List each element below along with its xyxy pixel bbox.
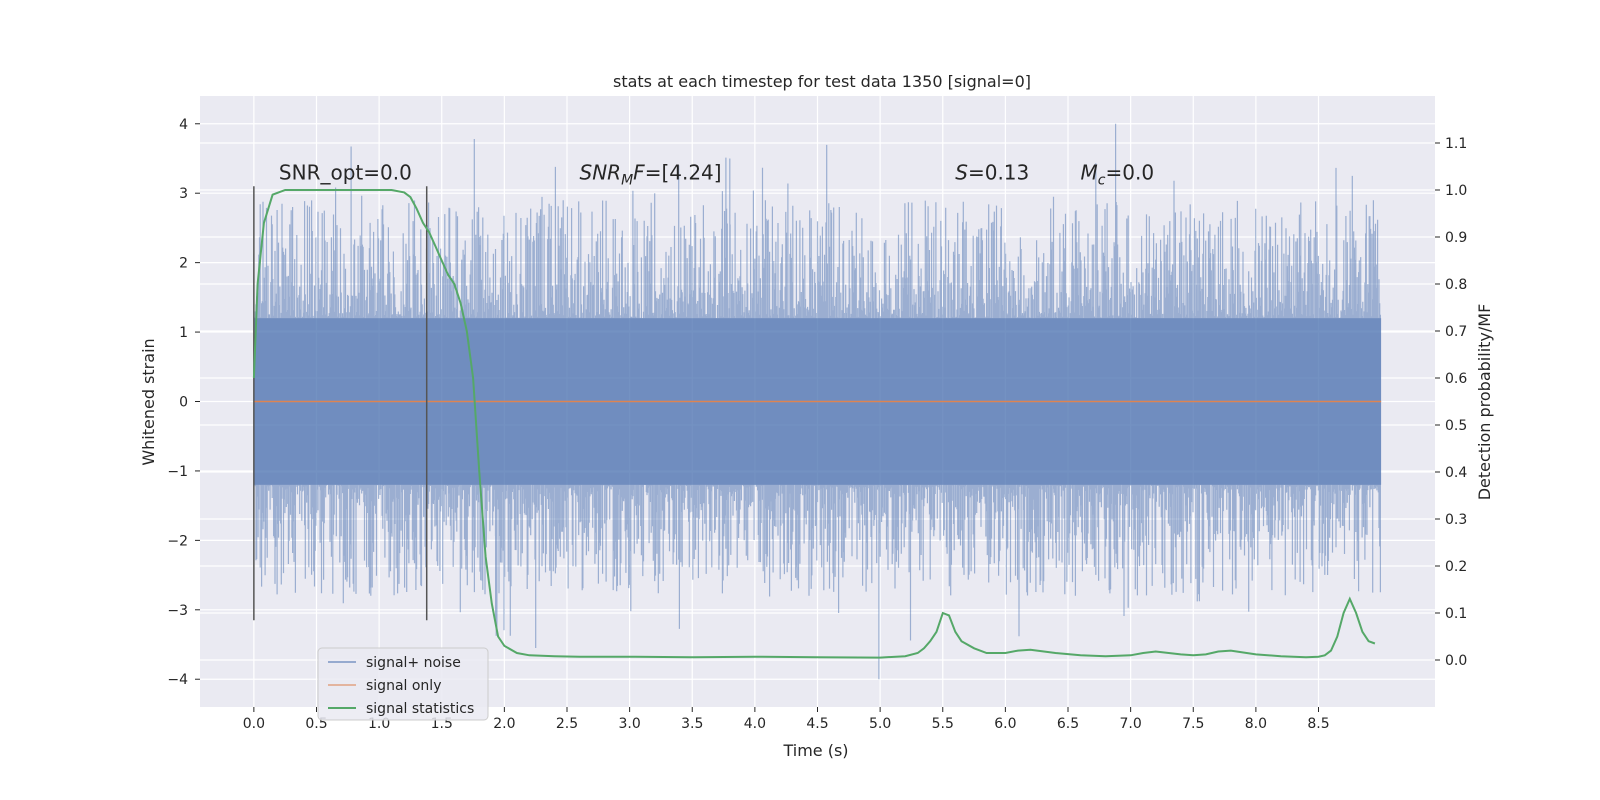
- y2-tick-label: 0.2: [1445, 559, 1467, 575]
- y2-tick-label: 0.8: [1445, 277, 1467, 293]
- y2-tick-label: 0.1: [1445, 606, 1467, 622]
- y2-tick-label: 1.1: [1445, 136, 1467, 152]
- y-tick-label: −1: [167, 464, 188, 480]
- x-tick-label: 8.0: [1245, 716, 1267, 732]
- y-tick-label: −2: [167, 533, 188, 549]
- y2-tick-label: 0.9: [1445, 230, 1467, 246]
- x-tick-label: 0.0: [243, 716, 265, 732]
- annotation-s: S=0.13: [955, 160, 1029, 184]
- event-marker-lines: [253, 186, 428, 621]
- y2-tick-label: 0.7: [1445, 324, 1467, 340]
- y2-tick-label: 0.5: [1445, 418, 1467, 434]
- x-tick-label: 5.0: [869, 716, 891, 732]
- x-tick-label: 6.0: [994, 716, 1016, 732]
- x-tick-label: 3.5: [681, 716, 703, 732]
- x-axis-label: Time (s): [782, 741, 848, 760]
- x-tick-label: 7.0: [1120, 716, 1142, 732]
- y2-tick-label: 1.0: [1445, 183, 1467, 199]
- annotation-snr_opt: SNR_opt=0.0: [279, 160, 412, 184]
- y2-tick-label: 0.6: [1445, 371, 1467, 387]
- y-tick-label: 3: [179, 186, 188, 202]
- x-tick-label: 6.5: [1057, 716, 1079, 732]
- legend-box: [317, 647, 489, 721]
- x-tick-label: 7.5: [1182, 716, 1204, 732]
- legend-label: signal+ noise: [366, 655, 461, 671]
- y-tick-label: 1: [179, 325, 188, 341]
- x-tick-label: 4.0: [744, 716, 766, 732]
- y-tick-label: 4: [179, 117, 188, 133]
- x-tick-label: 3.0: [618, 716, 640, 732]
- y-tick-label: 2: [179, 256, 188, 272]
- legend: signal+ noise signal only signal statistic…: [317, 647, 489, 721]
- signal-statistics-series: [252, 189, 1376, 659]
- y2-tick-label: 0.3: [1445, 512, 1467, 528]
- x-tick-label: 5.5: [932, 716, 954, 732]
- x-tick-label: 4.5: [806, 716, 828, 732]
- y2-tick-label: 0.0: [1445, 653, 1467, 669]
- y2-axis-label: Detection probability/MF: [1475, 304, 1494, 501]
- y-tick-label: 0: [179, 395, 188, 411]
- legend-label: signal only: [366, 678, 441, 694]
- x-tick-label: 8.5: [1307, 716, 1329, 732]
- y2-axis-ticks: 1.1 1.0 0.9 0.8 0.7 0.6 0.5 0.4 0.3 0.2 0.1 0.0: [1435, 136, 1467, 669]
- x-tick-label: 2.0: [493, 716, 515, 732]
- annotation-mc: Mc=0.0: [1081, 160, 1155, 188]
- y-tick-label: −3: [167, 603, 188, 619]
- legend-label: signal statistics: [366, 701, 474, 717]
- y-axis-label: Whitened strain: [139, 338, 158, 465]
- x-tick-label: 2.5: [556, 716, 578, 732]
- annotations: SNR_opt=0.0 SNRMF=[4.24] S=0.13 Mc=0.0: [279, 160, 1154, 188]
- chart-title: stats at each timestep for test data 135…: [613, 72, 1031, 91]
- x-axis-ticks: 0.0 0.5 1.0 1.5 2.0 2.5 3.0 3.5 4.0 4.5 5.0 5.5 6.0 6…: [243, 707, 1330, 732]
- y-tick-label: −4: [167, 672, 188, 688]
- y-axis-ticks: 4 3 2 1 0 −1 −2 −3 −4: [167, 117, 200, 688]
- annotation-snr_mf: SNRMF=[4.24]: [580, 160, 722, 188]
- y2-tick-label: 0.4: [1445, 465, 1467, 481]
